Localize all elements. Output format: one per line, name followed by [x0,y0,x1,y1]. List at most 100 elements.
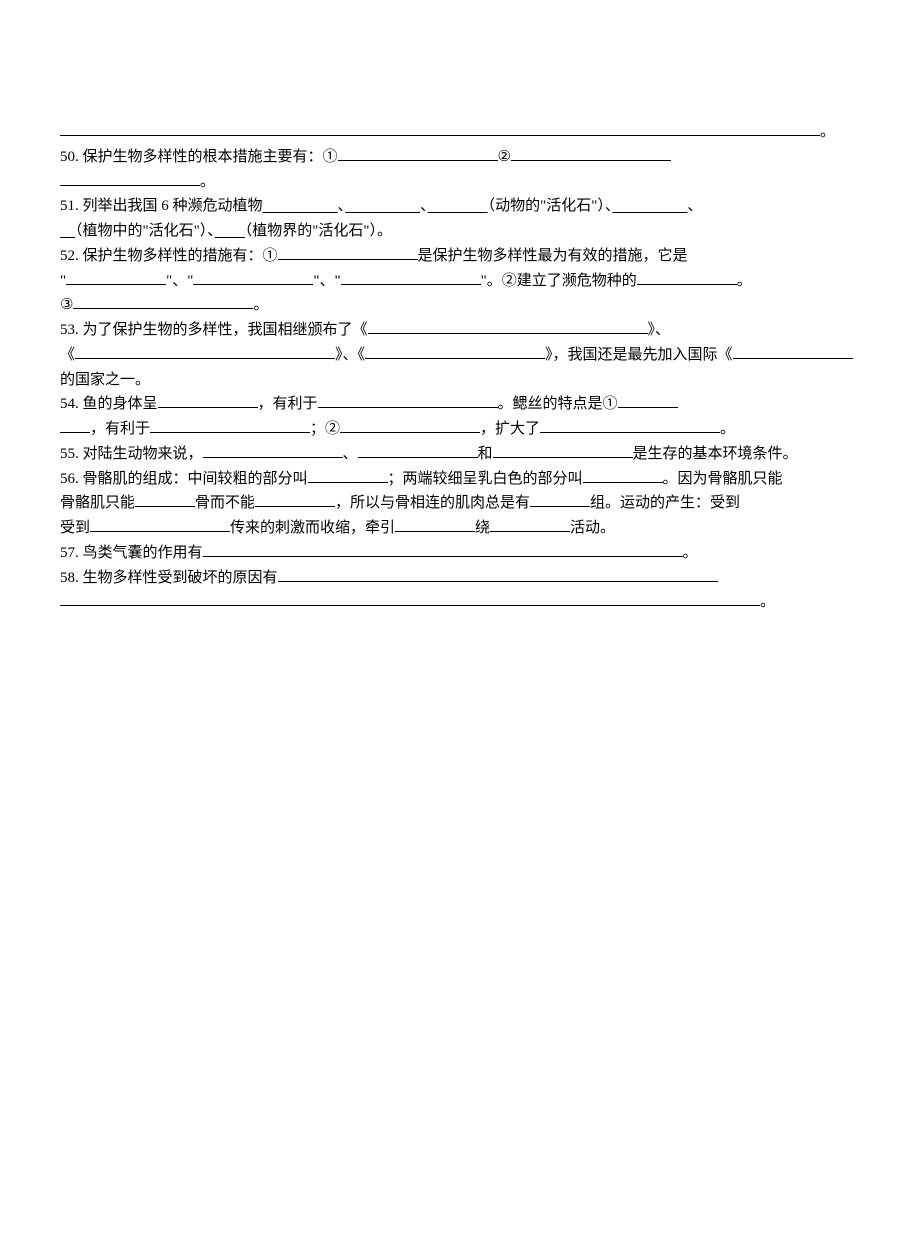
q58-line1: 58. 生物多样性受到破坏的原因有 [60,566,860,591]
lead-underline-row: 。 [60,120,860,145]
q56-text-g: 传来的刺激而收缩，牵引 [230,520,395,536]
q56-text-d: 骨而不能 [195,495,255,511]
q53-blank3 [365,343,545,359]
q54-line1: 54. 鱼的身体呈，有利于。鳃丝的特点是① [60,392,860,417]
q52-blank4 [341,269,481,285]
q55-line1: 55. 对陆生动物来说， 、 和 是生存的基本环境条件。 [60,442,860,467]
q54-blank3 [618,392,678,408]
q50-text-c: 。 [200,174,215,190]
q54-blank5 [340,417,480,433]
q52-quote2: "、" [166,273,193,289]
q53-line1: 53. 为了保护生物的多样性，我国相继颁布了《 》、 [60,318,860,343]
q53-blank4 [733,343,853,359]
q52-text-i: 。 [253,297,268,313]
q53-text-d: 》、《 [335,347,365,363]
q51-blank3 [428,198,488,214]
q53-text-f: 的国家之一。 [60,372,150,388]
q50-text-a: 50. 保护生物多样性的根本措施主要有：① [60,149,338,165]
q56-text-f2: 受到 [60,520,90,536]
q54-text-b: ，有利于 [258,396,318,412]
q53-line2: 《 》、《 》，我国还是最先加入国际《 [60,343,860,368]
q55-text-a: 55. 对陆生动物来说， [60,446,203,462]
q52-blank2 [66,269,166,285]
q58-text-a: 58. 生物多样性受到破坏的原因有 [60,570,278,586]
q57-line: 57. 鸟类气囊的作用有。 [60,541,860,566]
q57-blank [203,541,683,557]
q56-blank6 [90,516,230,532]
q51-text-d: （动物的"活化石"）、 [488,198,613,214]
q56-blank4 [255,491,335,507]
q56-blank1 [308,467,388,483]
q50-text-b: ② [498,149,511,165]
q52-text-f: "。②建立了濒危物种的 [481,273,637,289]
q56-blank2 [583,467,663,483]
q56-text-c: 。因为骨骼肌只能 [663,471,783,487]
q50-blank3 [60,170,200,186]
blank-line-full [60,120,820,136]
q52-text-h: ③ [60,297,73,313]
q55-blank3 [493,442,633,458]
q54-blank3b [60,417,90,433]
q50-blank1 [338,145,498,161]
q51-text-a: 51. 列举出我国 6 种濒危动植物 [60,198,263,214]
q52-line3: ③。 [60,293,860,318]
q51-line2: （植物中的"活化石"）、 （植物界的"活化石"）。 [60,219,860,244]
q52-blank6 [73,293,253,309]
q54-text-f: ，扩大了 [480,421,540,437]
q56-blank3 [135,491,195,507]
q51-text-f: （植物中的"活化石"）、 [75,223,215,239]
q57-text-b: 。 [683,545,698,561]
q52-line2: ""、""、""。②建立了濒危物种的。 [60,269,860,294]
q52-quote3: "、" [313,273,340,289]
q53-blank1 [368,318,648,334]
q53-line3: 的国家之一。 [60,368,860,393]
q52-line1: 52. 保护生物多样性的措施有：① 是保护生物多样性最为有效的措施，它是 [60,244,860,269]
q53-text-a: 53. 为了保护生物的多样性，我国相继颁布了《 [60,322,368,338]
q53-text-c: 《 [60,347,75,363]
q50-line1: 50. 保护生物多样性的根本措施主要有：① ② [60,145,860,170]
q52-text-b: 是保护生物多样性最为有效的措施，它是 [418,248,688,264]
q54-blank6 [540,417,720,433]
q58-line2: 。 [60,590,860,615]
q51-blank5 [60,223,75,239]
q56-text-a: 56. 骨骼肌的组成：中间较粗的部分叫 [60,471,308,487]
q51-blank2 [345,198,420,214]
q52-blank3 [193,269,313,285]
q52-text-a: 52. 保护生物多样性的措施有：① [60,248,278,264]
q56-blank5 [530,491,590,507]
q58-blank2 [60,590,760,606]
q51-sep1: 、 [338,198,346,214]
q58-text-b: 。 [760,594,775,610]
q50-line2: 。 [60,170,860,195]
q53-blank2 [75,343,335,359]
q55-text-d: 是生存的基本环境条件。 [633,446,798,462]
q58-blank1 [278,566,718,582]
q51-blank1 [263,198,338,214]
q56-line3: 受到传来的刺激而收缩，牵引绕活动。 [60,516,860,541]
q55-text-c: 和 [478,446,493,462]
q54-blank2 [318,392,498,408]
q53-text-b: 》、 [648,322,671,338]
q55-sep1: 、 [343,446,358,462]
q53-text-e: 》，我国还是最先加入国际《 [545,347,733,363]
q55-blank1 [203,442,343,458]
full-stop: 。 [820,124,835,140]
q54-blank1 [158,392,258,408]
q54-text-c: 。鳃丝的特点是① [498,396,618,412]
q50-blank2 [511,145,671,161]
q56-blank7 [395,516,475,532]
q56-line2: 骨骼肌只能骨而不能，所以与骨相连的肌肉总是有组。运动的产生：受到 [60,491,860,516]
q56-text-c2: 骨骼肌只能 [60,495,135,511]
q51-sep3: 、 [687,198,702,214]
q54-text-e: ；② [310,421,340,437]
q51-blank6 [215,223,245,239]
q54-line2: ，有利于；②，扩大了。 [60,417,860,442]
q51-blank4 [612,198,687,214]
q54-text-g: 。 [720,421,735,437]
q56-text-i: 活动。 [570,520,615,536]
q55-blank2 [358,442,478,458]
q54-blank4 [150,417,310,433]
q51-text-g: （植物界的"活化石"）。 [245,223,392,239]
q52-text-g: 。 [737,273,752,289]
q51-line1: 51. 列举出我国 6 种濒危动植物 、 、 （动物的"活化石"）、 、 [60,194,860,219]
